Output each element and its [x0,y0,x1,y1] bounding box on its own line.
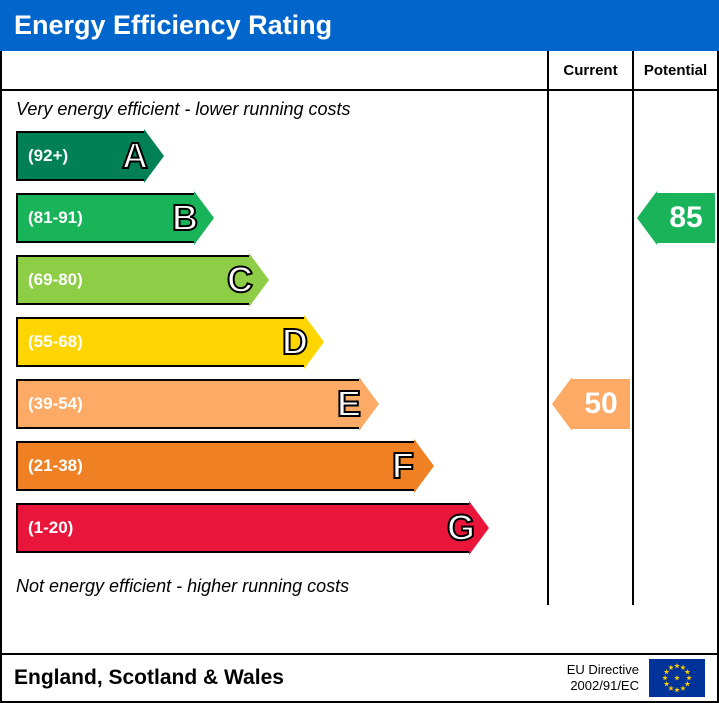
column-current: 50 [547,91,632,605]
rating-bar-a: (92+) A [16,131,164,181]
column-potential: 85 [632,91,717,605]
eu-flag-icon [649,659,705,697]
bar-arrow-icon [414,439,434,493]
rating-bar-f: (21-38) F [16,441,434,491]
bar-body: (81-91) [16,193,196,243]
bar-range: (39-54) [28,394,83,414]
bar-range: (55-68) [28,332,83,352]
bar-body: (39-54) [16,379,361,429]
bar-range: (92+) [28,146,68,166]
rating-bar-b: (81-91) B [16,193,214,243]
bar-arrow-icon [359,377,379,431]
footer-right: EU Directive 2002/91/EC [567,659,705,697]
bar-letter: D [282,321,308,363]
columns-header: Current Potential [2,51,717,91]
caption-top: Very energy efficient - lower running co… [16,99,351,120]
footer: England, Scotland & Wales EU Directive 2… [0,655,719,703]
pointer-potential-value: 85 [657,193,715,243]
directive-text: EU Directive 2002/91/EC [567,662,639,693]
rating-bar-g: (1-20) G [16,503,489,553]
pointer-potential: 85 [637,193,715,243]
header-current: Current [547,51,632,89]
bars-area: (92+) A (81-91) B (69-80) C (55-68) D (39-54) E (2… [2,131,545,561]
header-potential: Potential [632,51,717,89]
bar-range: (21-38) [28,456,83,476]
rating-bar-e: (39-54) E [16,379,379,429]
bar-letter: C [227,259,253,301]
pointer-current-arrow [552,377,572,431]
bar-letter: G [447,507,475,549]
directive-line1: EU Directive [567,662,639,678]
pointer-current-value: 50 [572,379,630,429]
title-bar: Energy Efficiency Rating [0,0,719,51]
bar-body: (21-38) [16,441,416,491]
chart-body: Very energy efficient - lower running co… [2,91,717,605]
bar-body: (1-20) [16,503,471,553]
directive-line2: 2002/91/EC [567,678,639,694]
footer-region: England, Scotland & Wales [14,666,284,690]
rating-bar-d: (55-68) D [16,317,324,367]
bar-range: (1-20) [28,518,73,538]
pointer-potential-arrow [637,191,657,245]
caption-bottom: Not energy efficient - higher running co… [16,576,349,597]
bar-letter: A [122,135,148,177]
epc-container: Energy Efficiency Rating Current Potenti… [0,0,719,675]
bar-range: (81-91) [28,208,83,228]
pointer-current: 50 [552,379,630,429]
rating-bar-c: (69-80) C [16,255,269,305]
bar-body: (55-68) [16,317,306,367]
bar-letter: F [392,445,414,487]
bar-range: (69-80) [28,270,83,290]
main-area: Current Potential Very energy efficient … [0,51,719,655]
title-text: Energy Efficiency Rating [14,10,705,41]
bar-letter: E [337,383,361,425]
bar-body: (69-80) [16,255,251,305]
bar-letter: B [172,197,198,239]
